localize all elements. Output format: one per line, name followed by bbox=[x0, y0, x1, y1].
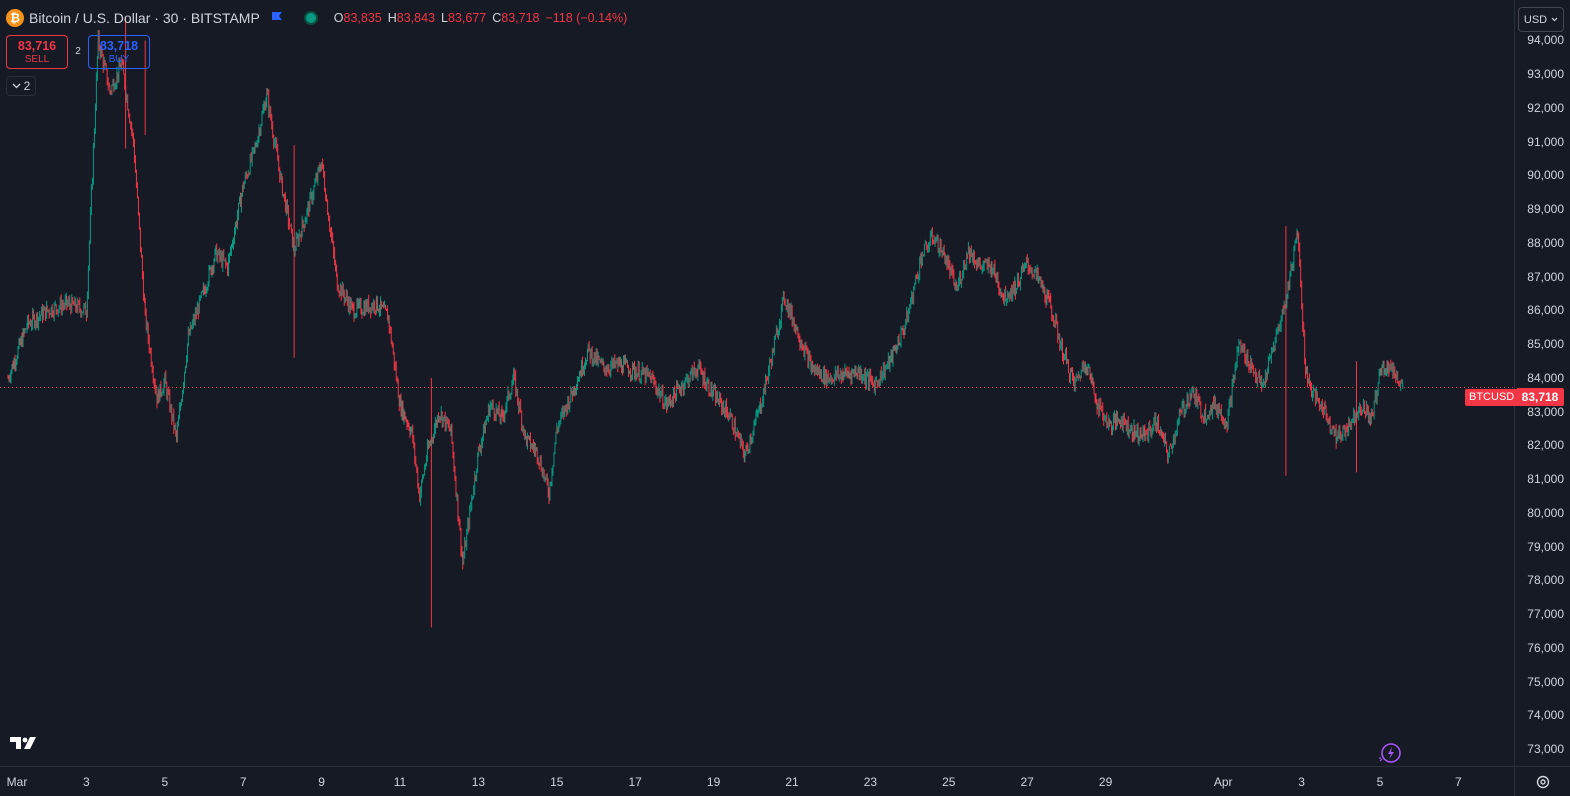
symbol-legend: ₿ Bitcoin / U.S. Dollar · 30 · BITSTAMP … bbox=[6, 9, 627, 27]
price-tick-label: 78,000 bbox=[1527, 573, 1564, 588]
time-tick-label: 29 bbox=[1098, 775, 1113, 789]
price-tick-label: 79,000 bbox=[1527, 539, 1564, 554]
price-tick-label: 73,000 bbox=[1527, 742, 1564, 757]
price-tick-label: 86,000 bbox=[1527, 303, 1564, 318]
price-tick-label: 92,000 bbox=[1527, 100, 1564, 115]
price-tick-label: 80,000 bbox=[1527, 505, 1564, 520]
currency-select[interactable]: USD bbox=[1518, 7, 1564, 32]
time-tick-label: Apr bbox=[1213, 775, 1233, 789]
time-axis[interactable]: Mar 3 5 7 9 11 13 15 17 19 21 23 25 27 29 Apr 3 5 7 bbox=[0, 766, 1514, 796]
time-tick-label: 23 bbox=[863, 775, 878, 789]
price-change: −118 (−0.14%) bbox=[545, 11, 628, 25]
time-tick-label: 7 bbox=[1455, 775, 1462, 789]
lightning-icon[interactable] bbox=[1378, 742, 1402, 766]
indicators-collapse-button[interactable]: 2 bbox=[6, 76, 36, 96]
price-tick-label: 77,000 bbox=[1527, 607, 1564, 622]
price-tick-label: 90,000 bbox=[1527, 168, 1564, 183]
price-chart[interactable] bbox=[0, 0, 1514, 766]
time-tick-label: 15 bbox=[550, 775, 564, 789]
last-price-label: 83,718 bbox=[1516, 388, 1564, 406]
price-tick-label: 75,000 bbox=[1527, 674, 1564, 689]
price-tick-label: 85,000 bbox=[1527, 337, 1564, 352]
time-tick-label: 3 bbox=[83, 775, 90, 789]
last-price-symbol-label: BTCUSD bbox=[1465, 389, 1519, 406]
time-tick-label: 19 bbox=[706, 775, 721, 789]
time-tick-label: 5 bbox=[161, 775, 169, 789]
currency-label: USD bbox=[1523, 13, 1548, 26]
time-tick-label: 3 bbox=[1298, 775, 1305, 789]
tradingview-logo-icon[interactable] bbox=[10, 735, 42, 751]
buy-button[interactable]: 83,718 BUY bbox=[88, 35, 150, 69]
time-tick-label: 11 bbox=[393, 775, 407, 789]
flag-icon[interactable] bbox=[271, 12, 282, 24]
ohlc-values: O83,835 H83,843 L83,677 C83,718 −118 (−0… bbox=[333, 11, 628, 25]
indicators-count: 2 bbox=[23, 79, 31, 93]
price-tick-label: 91,000 bbox=[1527, 134, 1564, 149]
time-tick-label: Mar bbox=[6, 775, 28, 789]
price-tick-label: 81,000 bbox=[1527, 472, 1564, 487]
time-tick-label: 7 bbox=[239, 775, 247, 789]
time-tick-label: 17 bbox=[628, 775, 642, 789]
candles bbox=[7, 16, 1404, 628]
time-tick-label: 25 bbox=[942, 775, 956, 789]
price-tick-label: 94,000 bbox=[1527, 33, 1564, 48]
chart-settings-button[interactable] bbox=[1514, 766, 1570, 796]
chart-area[interactable] bbox=[0, 0, 1514, 766]
price-tick-label: 83,000 bbox=[1527, 404, 1564, 419]
time-tick-label: 9 bbox=[318, 775, 325, 789]
chevron-down-icon bbox=[12, 83, 21, 89]
time-tick-label: 5 bbox=[1376, 775, 1384, 789]
price-tick-label: 76,000 bbox=[1527, 640, 1564, 655]
price-tick-label: 93,000 bbox=[1527, 67, 1564, 82]
price-tick-label: 87,000 bbox=[1527, 269, 1564, 284]
time-tick-label: 27 bbox=[1020, 775, 1034, 789]
spread-value: 2 bbox=[75, 46, 81, 57]
time-tick-label: 21 bbox=[785, 775, 799, 789]
chevron-down-icon bbox=[1551, 17, 1558, 22]
symbol-title[interactable]: Bitcoin / U.S. Dollar · 30 · BITSTAMP bbox=[29, 10, 260, 26]
time-tick-label: 13 bbox=[471, 775, 486, 789]
price-tick-label: 74,000 bbox=[1527, 708, 1564, 723]
gear-icon bbox=[1536, 775, 1549, 788]
price-tick-label: 89,000 bbox=[1527, 202, 1564, 217]
price-tick-label: 84,000 bbox=[1527, 370, 1564, 385]
price-axis[interactable]: 94,000 93,000 92,000 91,000 90,000 89,000 88,0… bbox=[1514, 0, 1570, 766]
price-tick-label: 82,000 bbox=[1527, 438, 1564, 453]
sell-button[interactable]: 83,716 SELL bbox=[6, 35, 68, 69]
price-tick-label: 88,000 bbox=[1527, 235, 1564, 250]
market-status-icon[interactable] bbox=[303, 11, 318, 25]
bitcoin-coin-icon: ₿ bbox=[6, 9, 24, 27]
